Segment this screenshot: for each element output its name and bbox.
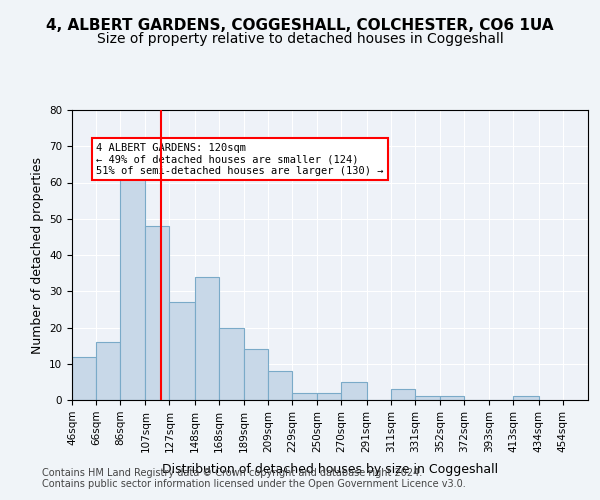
Bar [96,342,120,400]
Bar [244,349,268,400]
Bar [514,396,539,400]
Bar [72,356,96,400]
Text: Size of property relative to detached houses in Coggeshall: Size of property relative to detached ho… [97,32,503,46]
Text: 4, ALBERT GARDENS, COGGESHALL, COLCHESTER, CO6 1UA: 4, ALBERT GARDENS, COGGESHALL, COLCHESTE… [46,18,554,32]
Bar [268,371,292,400]
Bar [391,389,415,400]
Bar [440,396,464,400]
Text: Contains HM Land Registry data © Crown copyright and database right 2024.: Contains HM Land Registry data © Crown c… [42,468,422,477]
Bar [341,382,367,400]
Bar [145,226,169,400]
Bar [219,328,244,400]
Bar [292,393,317,400]
Bar [120,179,145,400]
Bar [317,393,341,400]
Bar [194,277,219,400]
X-axis label: Distribution of detached houses by size in Coggeshall: Distribution of detached houses by size … [162,463,498,476]
Text: Contains public sector information licensed under the Open Government Licence v3: Contains public sector information licen… [42,479,466,489]
Bar [415,396,440,400]
Bar [169,302,194,400]
Text: 4 ALBERT GARDENS: 120sqm
← 49% of detached houses are smaller (124)
51% of semi-: 4 ALBERT GARDENS: 120sqm ← 49% of detach… [96,142,383,176]
Y-axis label: Number of detached properties: Number of detached properties [31,156,44,354]
